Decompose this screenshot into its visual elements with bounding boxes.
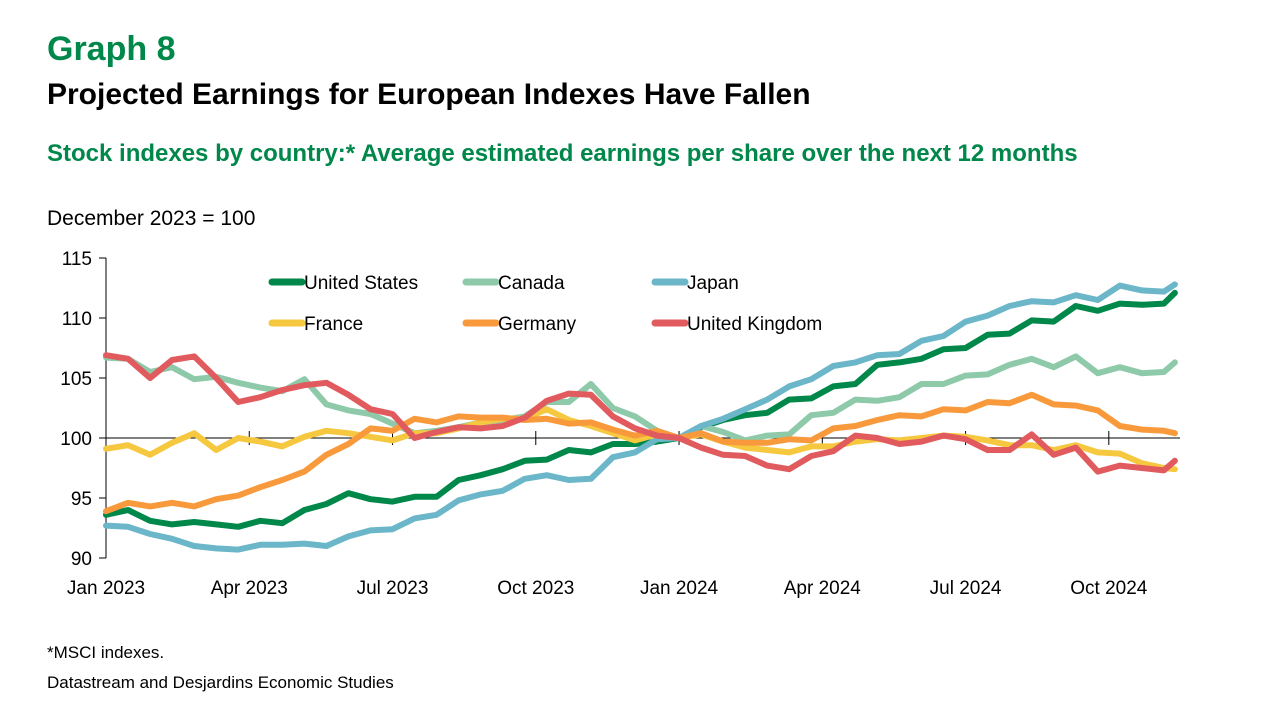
graph-number: Graph 8 bbox=[47, 30, 176, 68]
y-tick-label: 110 bbox=[62, 309, 92, 330]
unit-note: December 2023 = 100 bbox=[47, 207, 256, 230]
x-tick-label: Jul 2024 bbox=[930, 578, 1002, 599]
legend-label-japan: Japan bbox=[687, 273, 739, 294]
y-tick-label: 105 bbox=[60, 369, 92, 390]
legend-label-united-states: United States bbox=[304, 273, 418, 294]
y-tick-label: 100 bbox=[60, 429, 92, 450]
x-tick-label: Jan 2023 bbox=[67, 578, 145, 599]
chart-title: Projected Earnings for European Indexes … bbox=[47, 78, 811, 111]
footnote: *MSCI indexes. bbox=[47, 643, 165, 662]
series-lines bbox=[103, 281, 1178, 553]
y-tick-label: 95 bbox=[71, 489, 92, 510]
x-tick-label: Jul 2023 bbox=[357, 578, 429, 599]
legend-label-germany: Germany bbox=[498, 314, 577, 335]
x-tick-label: Oct 2024 bbox=[1070, 578, 1148, 599]
x-tick-label: Oct 2023 bbox=[497, 578, 574, 599]
legend-label-united-kingdom: United Kingdom bbox=[687, 314, 822, 335]
x-tick-label: Jan 2024 bbox=[640, 578, 719, 599]
axes: 90 95 100 105 110 115 Jan 2023 Apr 2023 Jul 2023… bbox=[60, 249, 1180, 599]
legend: United States Canada Japan France Germany Uni… bbox=[268, 273, 822, 335]
x-tick-label: Apr 2023 bbox=[211, 578, 288, 599]
series-line-japan bbox=[103, 281, 1178, 553]
series-line-france bbox=[103, 406, 1178, 473]
series-line-united-states bbox=[103, 289, 1178, 530]
series-line-germany bbox=[103, 391, 1178, 515]
y-tick-label: 115 bbox=[62, 249, 92, 270]
source-note: Datastream and Desjardins Economic Studi… bbox=[47, 673, 394, 692]
legend-label-canada: Canada bbox=[498, 273, 565, 294]
series-line-united-kingdom bbox=[103, 352, 1178, 475]
chart-subtitle: Stock indexes by country:* Average estim… bbox=[47, 140, 1078, 167]
legend-label-france: France bbox=[304, 314, 363, 335]
x-tick-label: Apr 2024 bbox=[784, 578, 862, 599]
y-tick-label: 90 bbox=[71, 549, 92, 570]
